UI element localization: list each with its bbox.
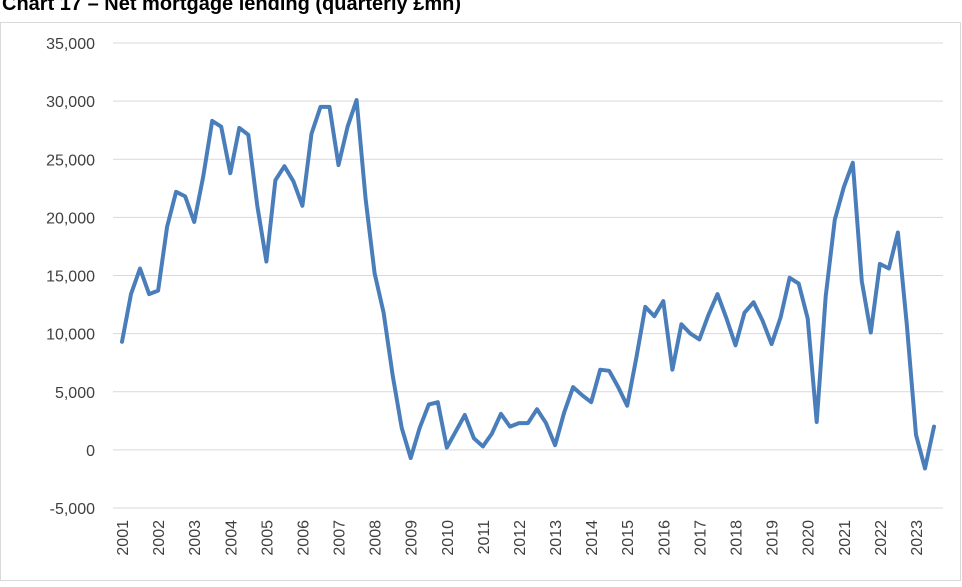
x-tick-label: 2001	[115, 520, 132, 556]
x-tick-label: 2009	[404, 520, 421, 556]
x-tick-label: 2008	[368, 520, 385, 556]
x-tick-label: 2015	[620, 520, 637, 556]
y-tick-label: 15,000	[46, 269, 95, 286]
chart-frame	[0, 22, 961, 581]
x-tick-label: 2017	[692, 520, 709, 556]
x-tick-label: 2022	[873, 520, 890, 556]
y-tick-label: 30,000	[46, 94, 95, 111]
y-tick-label: 5,000	[55, 385, 95, 402]
x-tick-label: 2002	[151, 520, 168, 556]
x-tick-label: 2021	[837, 520, 854, 556]
x-tick-label: 2014	[584, 520, 601, 556]
x-tick-label: 2010	[440, 520, 457, 556]
x-tick-label: 2019	[765, 520, 782, 556]
data-line	[120, 98, 936, 471]
x-tick-label: 2012	[512, 520, 529, 556]
x-tick-label: 2006	[295, 520, 312, 556]
x-tick-label: 2023	[909, 520, 926, 556]
y-tick-label: 25,000	[46, 152, 95, 169]
x-tick-label: 2004	[223, 520, 240, 556]
chart-title: Chart 17 – Net mortgage lending (quarter…	[2, 0, 461, 15]
x-tick-label: 2007	[332, 520, 349, 556]
y-tick-label: 35,000	[46, 36, 95, 53]
y-tick-label: 10,000	[46, 327, 95, 344]
x-tick-label: 2016	[656, 520, 673, 556]
y-tick-label: 0	[86, 443, 95, 460]
x-tick-label: 2005	[259, 520, 276, 556]
x-tick-label: 2003	[187, 520, 204, 556]
x-tick-label: 2013	[548, 520, 565, 556]
x-tick-label: 2018	[729, 520, 746, 556]
x-tick-label: 2011	[476, 520, 493, 555]
x-tick-label: 2020	[801, 520, 818, 556]
y-tick-label: -5,000	[50, 501, 95, 518]
y-tick-label: 20,000	[46, 210, 95, 227]
